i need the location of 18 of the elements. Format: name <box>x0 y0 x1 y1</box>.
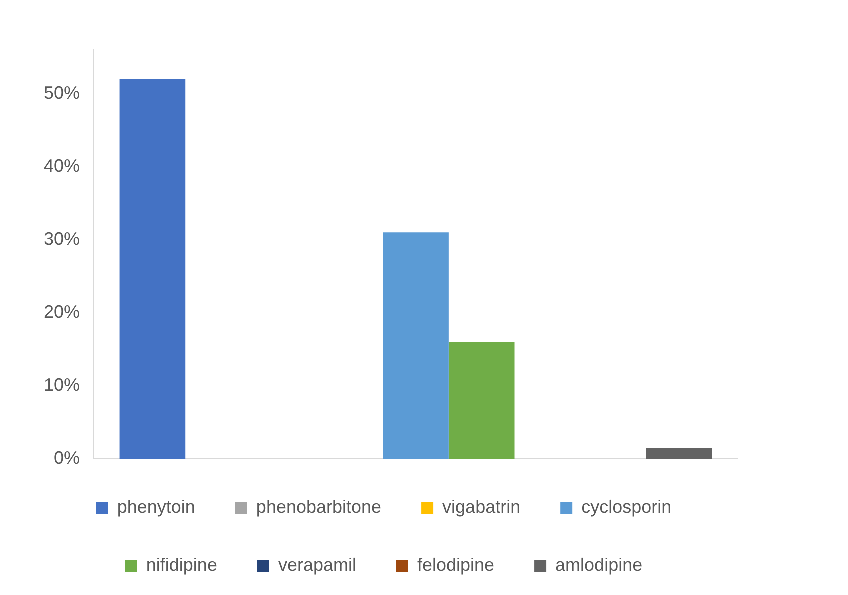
y-tick-label: 20% <box>44 302 80 322</box>
bar <box>646 448 712 459</box>
bar <box>120 79 186 459</box>
bar <box>383 232 449 459</box>
y-tick-label: 40% <box>44 156 80 176</box>
legend-label: felodipine <box>417 554 495 575</box>
y-tick-label: 50% <box>44 82 80 103</box>
y-tick-label: 0% <box>54 448 80 468</box>
bar <box>448 342 515 459</box>
y-tick-label: 30% <box>44 228 80 249</box>
legend-label: cyclosporin <box>582 496 672 517</box>
legend-label: phenytoin <box>117 496 196 517</box>
y-tick-label: 10% <box>44 374 80 395</box>
legend-label: verapamil <box>278 554 356 575</box>
legend-label: amlodipine <box>556 554 643 575</box>
legend-label: vigabatrin <box>442 496 521 517</box>
legend-label: nifidipine <box>146 554 218 575</box>
legend-label: phenobarbitone <box>256 496 382 517</box>
